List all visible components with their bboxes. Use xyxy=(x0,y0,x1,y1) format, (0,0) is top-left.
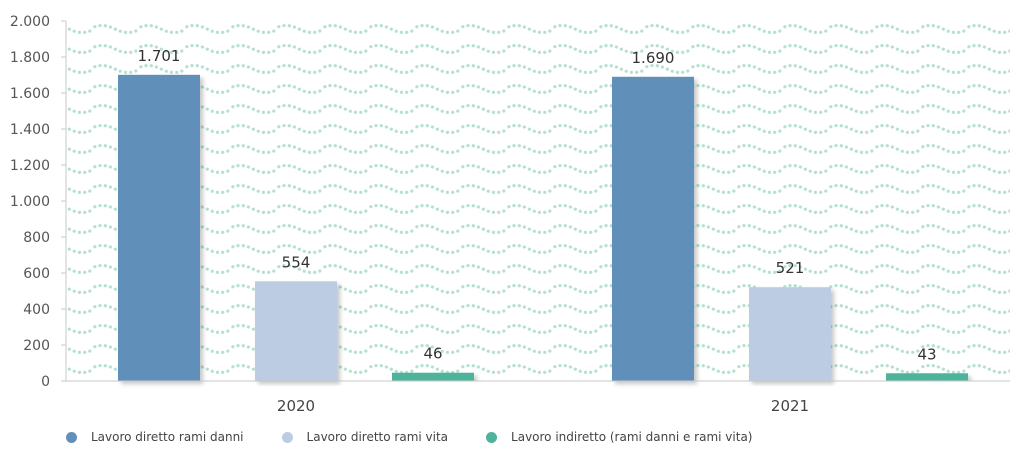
legend-swatch-vita xyxy=(281,431,293,443)
data-label-2021-1: 1.690 xyxy=(632,49,675,67)
bar-2021-2 xyxy=(749,287,831,381)
legend: Lavoro diretto rami danni Lavoro diretto… xyxy=(66,430,752,444)
bar-chart: 0 200 400 600 800 1.000 1.200 1.400 1.600 1.800 2.… xyxy=(10,14,1010,415)
plot-background xyxy=(66,21,1010,381)
legend-label-vita: Lavoro diretto rami vita xyxy=(306,430,449,444)
legend-item-indiretto: Lavoro indiretto (rami danni e rami vita… xyxy=(486,430,752,444)
y-tick-label: 0 xyxy=(41,374,50,390)
bar-2021-3 xyxy=(886,373,968,381)
bar-2020-1 xyxy=(118,74,200,381)
bar-2021-1 xyxy=(612,76,694,382)
legend-swatch-indiretto xyxy=(486,431,498,443)
legend-label-danni: Lavoro diretto rami danni xyxy=(91,430,244,444)
y-tick-label: 400 xyxy=(23,302,50,318)
x-axis: 2020 2021 xyxy=(66,380,1010,415)
data-label-2021-3: 43 xyxy=(917,345,936,363)
data-labels: 1.701 554 46 1.690 521 43 xyxy=(138,47,937,363)
bar-2020-3 xyxy=(392,372,474,381)
bars xyxy=(118,74,968,382)
data-label-2021-2: 521 xyxy=(776,259,805,277)
y-tick-label: 1.200 xyxy=(10,158,50,174)
x-category-label: 2020 xyxy=(277,397,315,415)
data-label-2020-2: 554 xyxy=(282,253,311,271)
y-tick-label: 1.600 xyxy=(10,86,50,102)
legend-item-vita: Lavoro diretto rami vita xyxy=(281,430,449,444)
legend-label-indiretto: Lavoro indiretto (rami danni e rami vita… xyxy=(511,430,753,444)
y-tick-label: 1.800 xyxy=(10,50,50,66)
legend-item-danni: Lavoro diretto rami danni xyxy=(66,430,244,444)
data-label-2020-1: 1.701 xyxy=(138,47,181,65)
x-category-label: 2021 xyxy=(771,397,809,415)
y-tick-label: 800 xyxy=(23,230,50,246)
y-tick-label: 1.000 xyxy=(10,194,50,210)
y-tick-label: 2.000 xyxy=(10,14,50,30)
y-tick-label: 1.400 xyxy=(10,122,50,138)
y-tick-label: 200 xyxy=(23,338,50,354)
y-tick-label: 600 xyxy=(23,266,50,282)
y-axis: 0 200 400 600 800 1.000 1.200 1.400 1.600 1.800 2.… xyxy=(10,14,67,390)
data-label-2020-3: 46 xyxy=(423,345,442,363)
bar-2020-2 xyxy=(255,281,337,381)
legend-swatch-danni xyxy=(66,431,77,443)
